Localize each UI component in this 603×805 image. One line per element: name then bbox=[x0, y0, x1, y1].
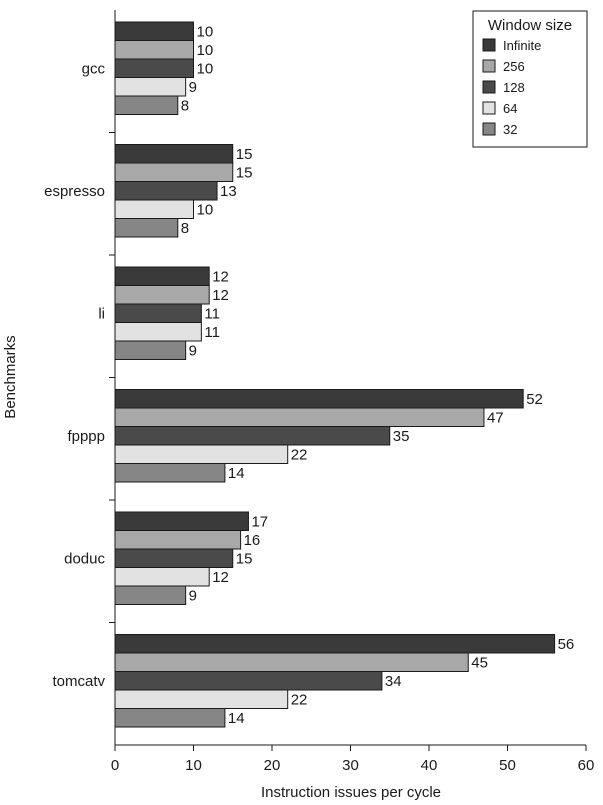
value-label-li-infinite: 12 bbox=[212, 269, 229, 286]
x-tick-label: 20 bbox=[264, 757, 281, 774]
bar-gcc-32 bbox=[114, 95, 179, 115]
bar-fpppp-infinite bbox=[114, 389, 524, 409]
bar-gcc-128 bbox=[114, 58, 194, 78]
bar-doduc-128 bbox=[114, 548, 234, 568]
value-label-li-32: 9 bbox=[189, 343, 197, 360]
bar-tomcatv-256 bbox=[114, 652, 469, 672]
value-label-gcc-256: 10 bbox=[197, 42, 214, 59]
value-label-espresso-128: 13 bbox=[220, 183, 237, 200]
value-label-tomcatv-32: 14 bbox=[228, 710, 245, 727]
category-label-espresso: espresso bbox=[44, 183, 105, 200]
bar-tomcatv-128 bbox=[114, 671, 383, 691]
category-label-doduc: doduc bbox=[64, 550, 105, 567]
bar-fpppp-128 bbox=[114, 426, 391, 446]
category-label-li: li bbox=[98, 305, 105, 322]
bar-li-32 bbox=[114, 340, 187, 360]
legend-swatch-128 bbox=[482, 80, 496, 94]
value-label-espresso-32: 8 bbox=[181, 220, 189, 237]
x-axis-title: Instruction issues per cycle bbox=[261, 784, 441, 801]
legend-label-32: 32 bbox=[503, 122, 517, 137]
value-label-espresso-64: 10 bbox=[197, 202, 214, 219]
legend-title: Window size bbox=[488, 17, 572, 34]
value-label-tomcatv-infinite: 56 bbox=[558, 636, 575, 653]
value-label-gcc-128: 10 bbox=[197, 61, 214, 78]
x-tick-label: 10 bbox=[185, 757, 202, 774]
bar-doduc-32 bbox=[114, 585, 187, 605]
legend-label-128: 128 bbox=[503, 80, 525, 95]
category-label-fpppp: fpppp bbox=[67, 428, 105, 445]
value-label-fpppp-infinite: 52 bbox=[526, 391, 543, 408]
value-label-tomcatv-128: 34 bbox=[385, 673, 402, 690]
bar-gcc-256 bbox=[114, 40, 194, 60]
bar-li-128 bbox=[114, 303, 202, 323]
value-label-espresso-infinite: 15 bbox=[236, 146, 253, 163]
x-tick-label: 40 bbox=[421, 757, 438, 774]
value-label-gcc-32: 8 bbox=[181, 98, 189, 115]
value-label-li-128: 11 bbox=[204, 306, 220, 323]
category-label-tomcatv: tomcatv bbox=[52, 673, 105, 690]
bar-doduc-infinite bbox=[114, 511, 249, 531]
legend-swatch-256 bbox=[482, 59, 496, 73]
bar-doduc-64 bbox=[114, 567, 210, 587]
bar-fpppp-32 bbox=[114, 463, 226, 483]
value-label-doduc-256: 16 bbox=[244, 532, 261, 549]
bar-fpppp-64 bbox=[114, 444, 289, 464]
x-tick-label: 60 bbox=[578, 757, 595, 774]
legend-label-infinite: Infinite bbox=[503, 38, 541, 53]
bar-espresso-128 bbox=[114, 181, 218, 201]
bars bbox=[114, 21, 556, 728]
category-label-gcc: gcc bbox=[82, 60, 106, 77]
value-label-doduc-128: 15 bbox=[236, 551, 253, 568]
bar-espresso-infinite bbox=[114, 144, 234, 164]
bar-gcc-64 bbox=[114, 77, 187, 97]
value-label-fpppp-256: 47 bbox=[487, 410, 504, 427]
legend-swatch-infinite bbox=[482, 38, 496, 52]
bar-li-256 bbox=[114, 285, 210, 305]
bar-espresso-256 bbox=[114, 162, 234, 182]
value-label-gcc-infinite: 10 bbox=[197, 24, 214, 41]
value-label-fpppp-64: 22 bbox=[291, 447, 308, 464]
value-label-fpppp-128: 35 bbox=[393, 428, 410, 445]
value-label-gcc-64: 9 bbox=[189, 79, 197, 96]
value-labels: 1010109815151310812121111952473522141716… bbox=[181, 24, 574, 728]
legend-swatch-32 bbox=[482, 122, 496, 136]
bar-doduc-256 bbox=[114, 530, 242, 550]
legend: Window size Infinite 256 128 64 32 bbox=[472, 10, 588, 148]
bar-espresso-32 bbox=[114, 218, 179, 238]
legend-items: Infinite 256 128 64 32 bbox=[482, 38, 541, 137]
bar-li-64 bbox=[114, 322, 202, 342]
value-label-doduc-32: 9 bbox=[189, 588, 197, 605]
value-label-fpppp-32: 14 bbox=[228, 465, 245, 482]
bar-li-infinite bbox=[114, 266, 210, 286]
value-label-espresso-256: 15 bbox=[236, 165, 253, 182]
bar-tomcatv-infinite bbox=[114, 634, 556, 654]
value-label-li-256: 12 bbox=[212, 287, 229, 304]
bar-espresso-64 bbox=[114, 199, 194, 219]
value-label-tomcatv-64: 22 bbox=[291, 692, 308, 709]
bar-tomcatv-64 bbox=[114, 689, 289, 709]
bar-tomcatv-32 bbox=[114, 708, 226, 728]
value-label-li-64: 11 bbox=[204, 324, 220, 341]
value-label-tomcatv-256: 45 bbox=[471, 655, 488, 672]
legend-label-256: 256 bbox=[503, 59, 525, 74]
value-label-doduc-infinite: 17 bbox=[251, 514, 268, 531]
x-tick-label: 50 bbox=[499, 757, 516, 774]
value-label-doduc-64: 12 bbox=[212, 569, 229, 586]
axes: 0 10 20 30 40 50 60 gcc espresso li fpppp doduc tomc… bbox=[44, 10, 594, 774]
bar-fpppp-256 bbox=[114, 407, 485, 427]
y-axis-title: Benchmarks bbox=[2, 335, 19, 418]
bar-gcc-infinite bbox=[114, 21, 194, 41]
x-tick-label: 0 bbox=[111, 757, 119, 774]
legend-label-64: 64 bbox=[503, 101, 517, 116]
x-tick-label: 30 bbox=[342, 757, 359, 774]
legend-swatch-64 bbox=[482, 101, 496, 115]
